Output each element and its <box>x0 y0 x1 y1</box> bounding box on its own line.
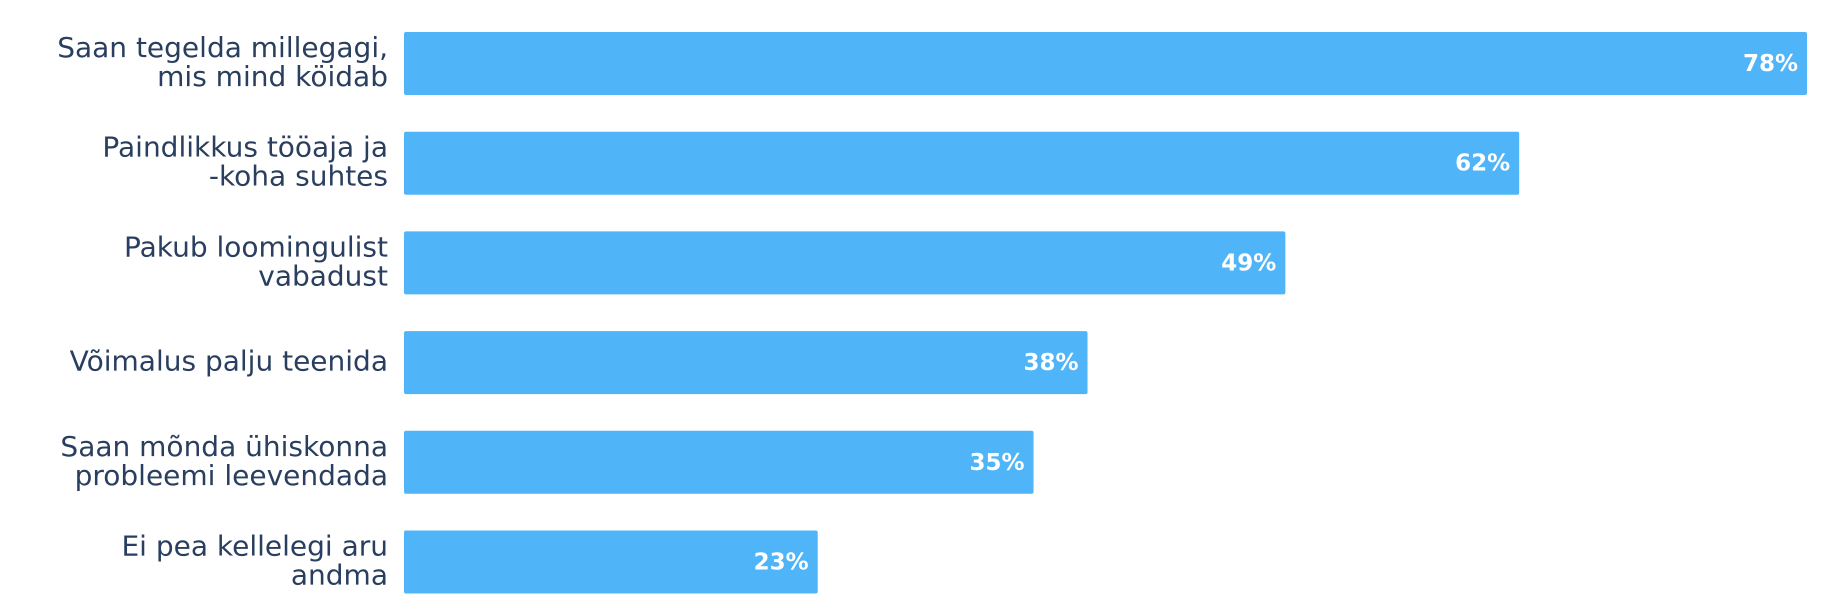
category-label: mis mind köidab <box>157 60 388 93</box>
value-label: 23% <box>754 550 809 576</box>
bar <box>404 331 1088 395</box>
category-label: Ei pea kellelegi aru <box>121 530 388 563</box>
value-label: 35% <box>969 450 1024 476</box>
value-label: 49% <box>1221 250 1276 276</box>
category-label: -koha suhtes <box>209 160 388 193</box>
category-label: Saan mõnda ühiskonna <box>60 430 388 463</box>
bar <box>404 231 1286 295</box>
category-label: Saan tegelda millegagi, <box>57 31 388 64</box>
value-label: 62% <box>1455 151 1510 177</box>
category-label: Paindlikkus tööaja ja <box>102 131 388 164</box>
category-label: andma <box>291 559 388 592</box>
bar <box>404 530 818 594</box>
category-label: vabadust <box>258 259 388 292</box>
category-label: probleemi leevendada <box>75 459 388 492</box>
bar <box>404 131 1520 195</box>
category-label: Pakub loomingulist <box>124 230 388 263</box>
value-label: 38% <box>1023 350 1078 376</box>
category-label: Võimalus palju teenida <box>70 345 388 378</box>
bar <box>404 430 1034 494</box>
bar <box>404 32 1807 95</box>
value-label: 78% <box>1743 51 1798 77</box>
